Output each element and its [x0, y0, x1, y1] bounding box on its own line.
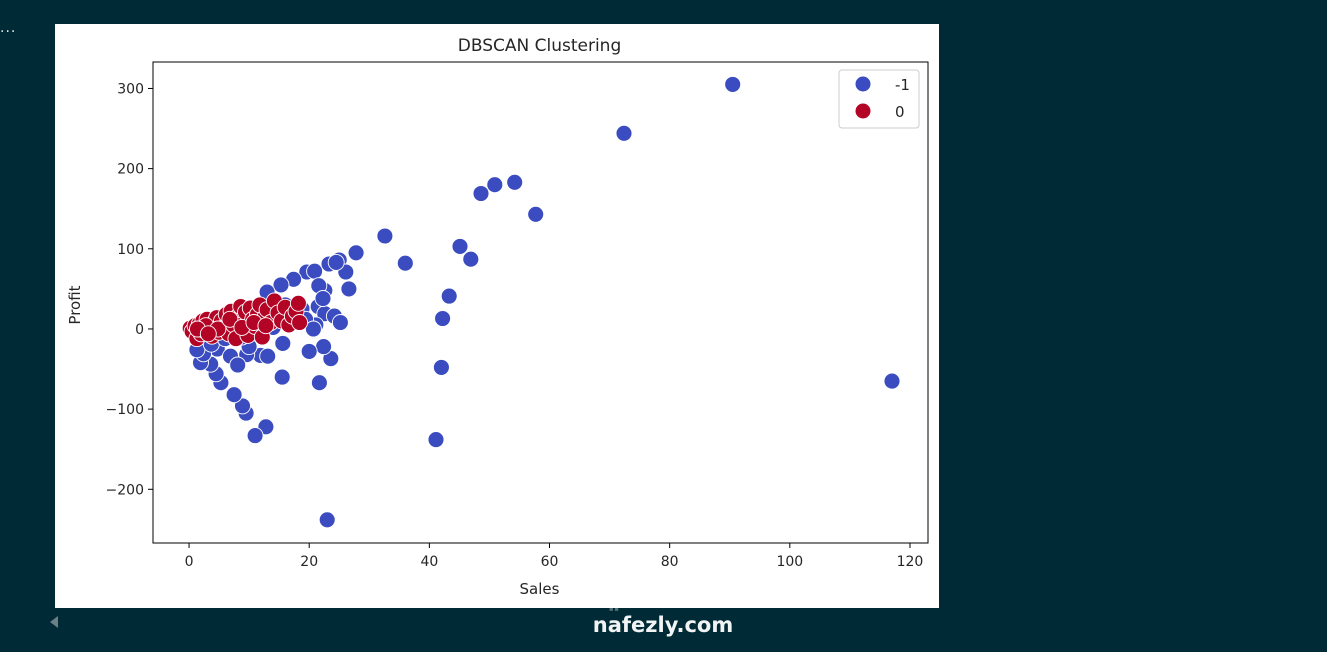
- data-point: [486, 176, 504, 194]
- data-point: [273, 368, 291, 386]
- x-tick-label: 20: [300, 554, 318, 570]
- data-point: [434, 310, 452, 327]
- legend-marker-series-2: [854, 102, 872, 120]
- legend-marker-series-1: [854, 75, 872, 93]
- data-point: [229, 356, 247, 374]
- data-point: [462, 250, 480, 268]
- y-tick-label: 0: [135, 322, 144, 338]
- data-point: [327, 253, 345, 271]
- cell-ellipsis: ...: [0, 20, 17, 36]
- series-2-points: [181, 292, 309, 348]
- data-point: [289, 294, 307, 312]
- x-tick-label: 40: [420, 554, 438, 570]
- data-point: [306, 262, 324, 280]
- x-tick-label: 60: [541, 554, 559, 570]
- data-point: [300, 342, 318, 360]
- x-tick-label: 100: [776, 554, 803, 570]
- watermark-url: nafezly.com: [592, 613, 734, 637]
- data-point: [615, 124, 633, 142]
- data-point: [472, 185, 490, 202]
- data-point: [724, 75, 742, 93]
- y-tick-label: −200: [106, 482, 144, 498]
- chart-title: DBSCAN Clustering: [458, 36, 622, 56]
- data-point: [331, 314, 349, 331]
- data-point: [440, 287, 458, 305]
- y-axis-label: Profit: [66, 285, 84, 324]
- x-tick-label: 80: [661, 554, 679, 570]
- data-point: [315, 338, 333, 356]
- data-point: [304, 320, 322, 338]
- data-point: [221, 310, 239, 328]
- data-point: [259, 347, 277, 365]
- data-point: [506, 173, 524, 191]
- data-point: [340, 280, 358, 298]
- axis-ticks: 0 20 40 60 80 100 120 −200 −100 0 100 200 300: [106, 81, 924, 570]
- data-point: [318, 511, 336, 529]
- data-point: [451, 237, 469, 255]
- legend-label-series-1: -1: [895, 76, 910, 94]
- data-point: [199, 325, 217, 343]
- data-point: [291, 314, 309, 331]
- data-point: [225, 386, 243, 404]
- data-point: [314, 290, 332, 307]
- legend-label-series-2: 0: [895, 103, 905, 121]
- x-axis-label: Sales: [520, 580, 560, 598]
- data-point: [396, 254, 414, 272]
- data-point: [310, 374, 328, 392]
- data-point: [432, 358, 450, 376]
- scatter-points: [181, 75, 901, 529]
- data-point: [347, 244, 365, 262]
- data-point: [427, 431, 445, 449]
- data-point: [246, 427, 264, 445]
- dbscan-scatter-plot: DBSCAN Clustering 0 20 40 60 80 100 120 −200 −10…: [66, 36, 929, 598]
- data-point: [527, 205, 545, 223]
- data-point: [257, 317, 275, 335]
- y-tick-label: −100: [106, 402, 144, 418]
- plot-area-frame: [152, 61, 929, 544]
- data-point: [376, 227, 394, 245]
- legend: -1 0: [838, 69, 920, 129]
- scroll-left-arrow-icon[interactable]: [50, 616, 58, 628]
- data-point: [272, 276, 290, 294]
- data-point: [883, 372, 901, 390]
- x-tick-label: 0: [185, 554, 194, 570]
- x-tick-label: 120: [897, 554, 924, 570]
- y-tick-label: 200: [117, 162, 144, 178]
- y-tick-label: 100: [117, 242, 144, 258]
- data-point: [274, 334, 292, 352]
- y-tick-label: 300: [117, 81, 144, 97]
- chart-figure: DBSCAN Clustering 0 20 40 60 80 100 120 −200 −10…: [55, 24, 939, 608]
